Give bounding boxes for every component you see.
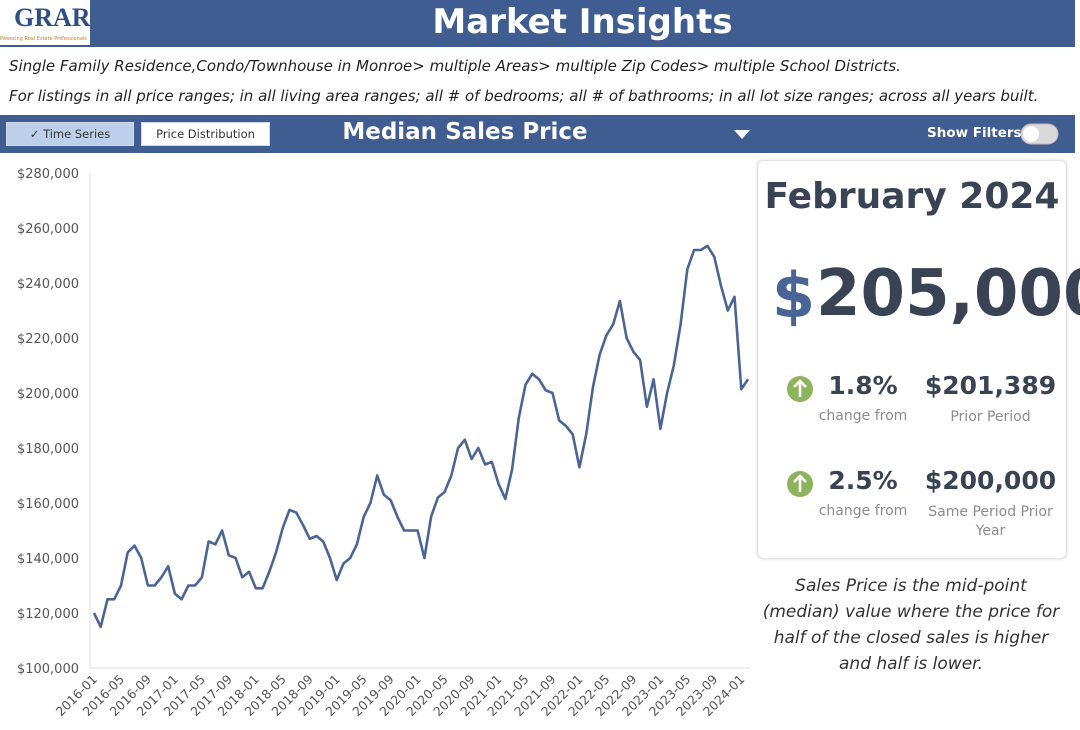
compare-amount: $200,000 — [924, 466, 1057, 495]
amount-caption: Prior Period — [950, 409, 1031, 425]
y-tick-label: $100,000 — [17, 662, 79, 677]
line-chart: $100,000 $120,000 $140,000 $160,000 $180,000… — [17, 167, 750, 719]
y-tick-label: $160,000 — [17, 497, 79, 512]
y-tick-label: $240,000 — [17, 277, 79, 292]
pct-caption: change from — [818, 408, 908, 424]
logo: GRAR Powering Real Estate Professionals — [0, 0, 91, 45]
y-tick-label: $200,000 — [17, 387, 79, 402]
show-filters-label: Show Filters: — [927, 125, 1027, 141]
note: Sales Price is the mid-point (median) va… — [762, 576, 1060, 674]
filter-line: Single Family Residence,Condo/Townhouse … — [9, 57, 901, 75]
current-value: 205,000 — [816, 257, 1080, 331]
chart-title: Median Sales Price — [342, 119, 588, 145]
compare-amount: $201,389 — [924, 371, 1057, 400]
y-tick-label: $220,000 — [17, 332, 79, 347]
pct-caption: change from — [818, 503, 908, 519]
pct-change: 1.8% — [828, 371, 898, 400]
y-tick-label: $140,000 — [17, 552, 79, 567]
tab-label: Price Distribution — [156, 127, 255, 141]
series-line — [92, 244, 750, 629]
toolbar: ✓ Time Series Price Distribution Median … — [0, 115, 1075, 153]
page-title: Market Insights — [432, 2, 733, 42]
summary-card: February 2024 $ 205,000 1.8% change from… — [757, 160, 1080, 559]
period: February 2024 — [764, 176, 1060, 217]
y-tick-label: $180,000 — [17, 442, 79, 457]
up-icon — [787, 471, 813, 497]
tab-label: Time Series — [43, 127, 111, 141]
currency-sign: $ — [772, 259, 816, 332]
logo-tagline: Powering Real Estate Professionals — [0, 36, 87, 42]
tab-button[interactable]: Price Distribution — [141, 122, 270, 146]
up-icon — [787, 376, 813, 402]
header — [0, 0, 1075, 47]
y-tick-label: $120,000 — [17, 607, 79, 622]
logo-text: GRAR — [14, 3, 91, 32]
y-tick-label: $280,000 — [17, 167, 79, 182]
pct-change: 2.5% — [828, 466, 898, 495]
amount-caption: Same Period Prior Year — [928, 504, 1053, 539]
metric-dropdown[interactable]: Median Sales Price — [300, 119, 630, 145]
toggle[interactable] — [1020, 123, 1060, 145]
dropdown-arrow[interactable] — [734, 130, 750, 140]
y-tick-label: $260,000 — [17, 222, 79, 237]
tab-button[interactable]: ✓ Time Series — [6, 122, 134, 146]
filter-line: For listings in all price ranges; in all… — [9, 87, 1039, 105]
